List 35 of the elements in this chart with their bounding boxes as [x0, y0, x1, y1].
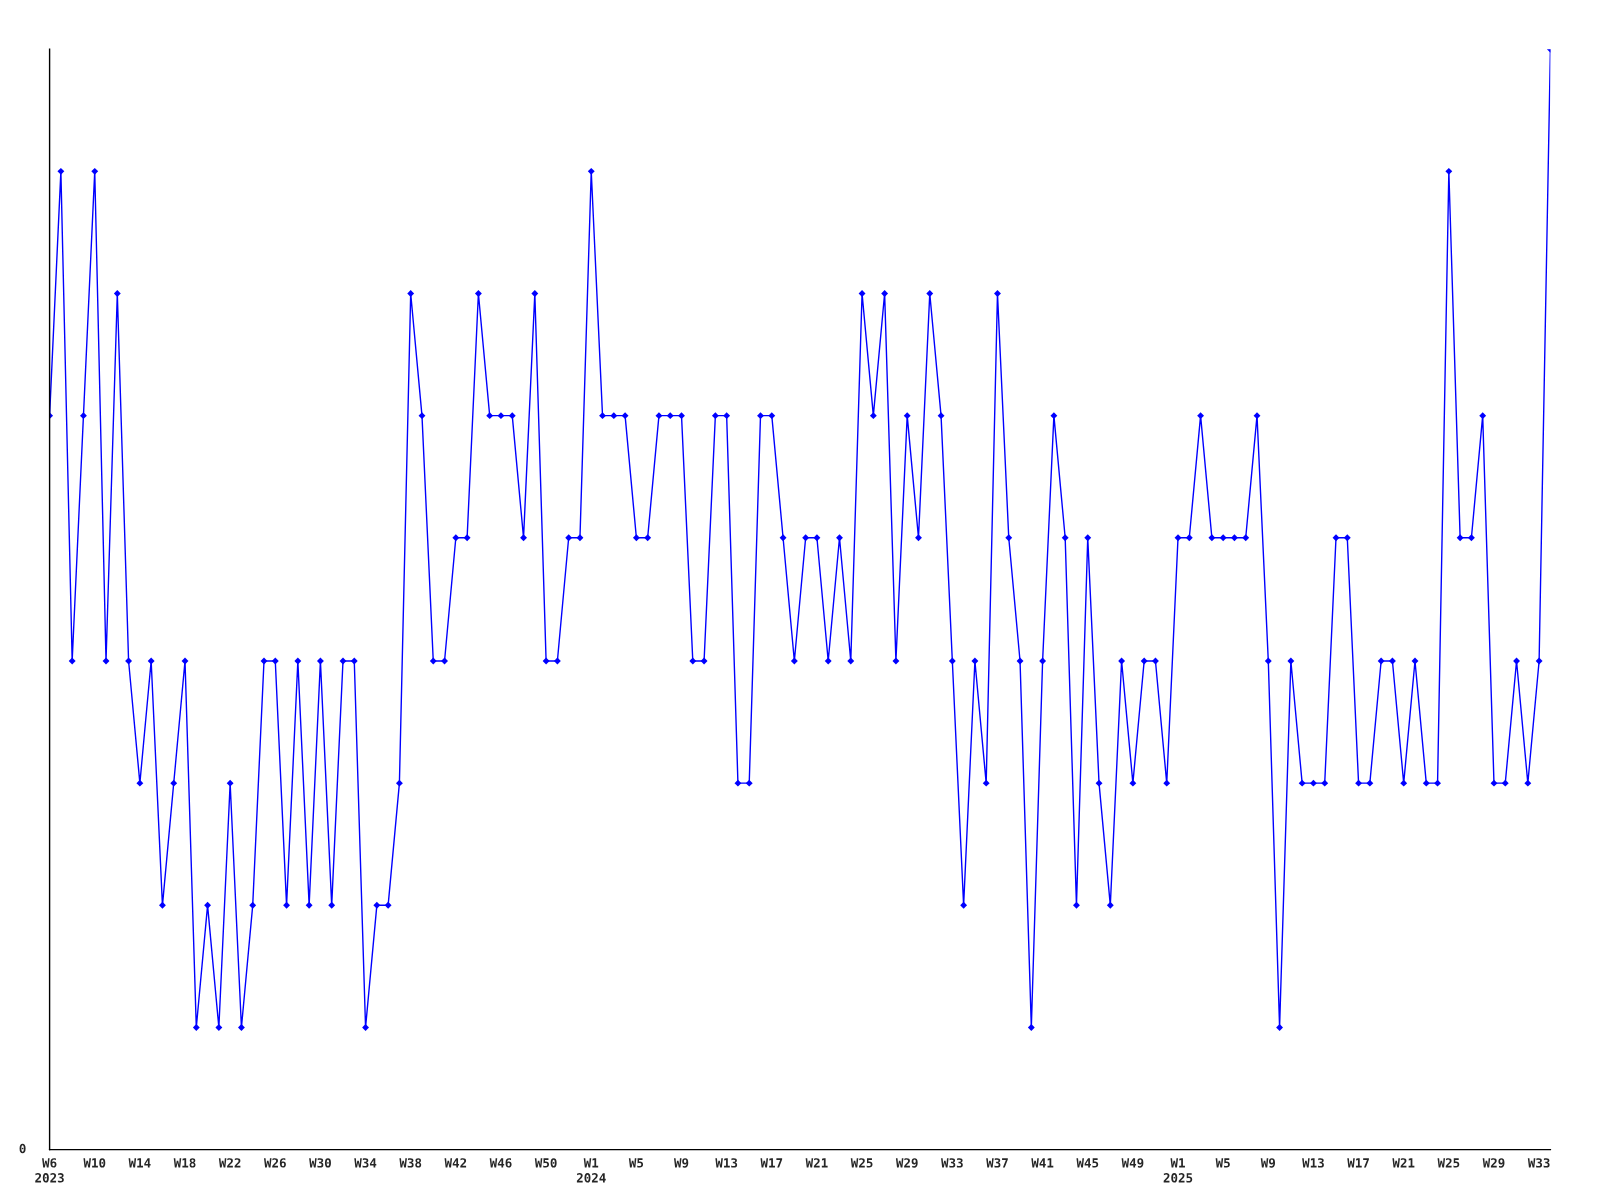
- x-tick-label: W37: [986, 1158, 1008, 1168]
- x-tick-label: W26: [264, 1158, 286, 1168]
- x-tick-label: W13: [1302, 1158, 1324, 1168]
- x-tick-label: W5: [628, 1158, 644, 1168]
- x-tick-label: W41: [1031, 1158, 1054, 1168]
- x-tick-label: W45: [1076, 1158, 1099, 1168]
- x-tick-label: W33: [1527, 1158, 1550, 1168]
- x-tick-label: W29: [1482, 1158, 1505, 1168]
- x-tick-label: W46: [489, 1158, 512, 1168]
- x-tick-label: W1 2024: [576, 1158, 606, 1183]
- x-tick-label: W17: [1347, 1158, 1369, 1168]
- x-tick-label: W22: [218, 1158, 241, 1168]
- x-tick-label: W34: [354, 1158, 377, 1168]
- x-tick-label: W9: [673, 1158, 689, 1168]
- x-tick-label: W42: [444, 1158, 467, 1168]
- x-tick-label: W21: [805, 1158, 828, 1168]
- x-tick-label: W9: [1260, 1158, 1276, 1168]
- x-tick-label: W25: [850, 1158, 873, 1168]
- x-tick-label: W38: [399, 1158, 422, 1168]
- x-tick-label: W21: [1392, 1158, 1415, 1168]
- x-tick-label: W25: [1437, 1158, 1460, 1168]
- x-tick-label: W17: [760, 1158, 783, 1168]
- x-tick-label: W10: [83, 1158, 106, 1168]
- x-tick-label: W18: [173, 1158, 196, 1168]
- x-tick-label: W13: [715, 1158, 738, 1168]
- x-tick-label: W6 2023: [35, 1158, 64, 1183]
- x-tick-label: W33: [941, 1158, 963, 1168]
- text: 0: [19, 1143, 26, 1154]
- x-tick-label: W14: [128, 1158, 151, 1168]
- x-tick-label: W30: [309, 1158, 331, 1168]
- x-tick-label: W49: [1121, 1158, 1144, 1168]
- x-tick-label: W1 2025: [1163, 1158, 1193, 1183]
- x-tick-label: W50: [534, 1158, 557, 1168]
- x-tick-label: W5: [1215, 1158, 1230, 1168]
- x-tick-label: W29: [895, 1158, 918, 1168]
